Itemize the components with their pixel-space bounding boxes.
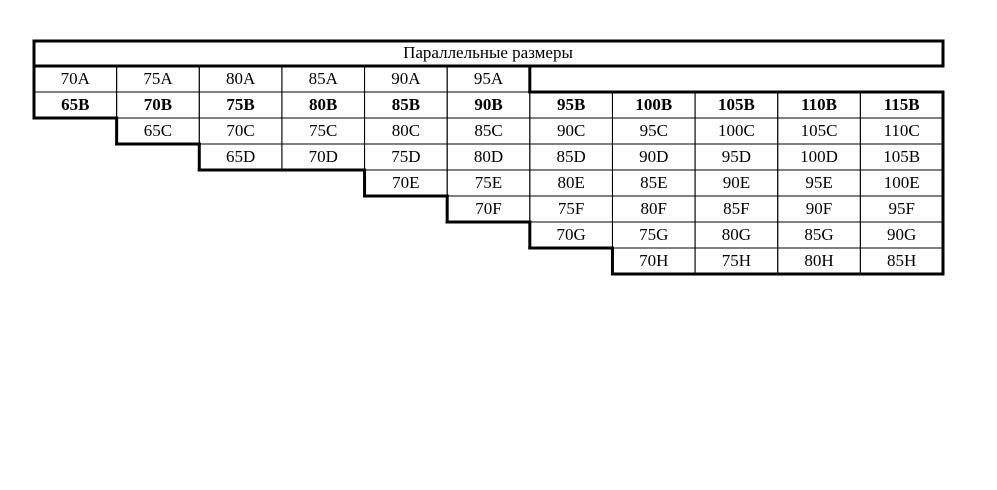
cell-text: 95D (722, 147, 751, 166)
cell-text: 80D (474, 147, 503, 166)
cell-text: 85D (556, 147, 585, 166)
cell-text: 70B (144, 95, 172, 114)
cell-text: 105B (883, 147, 920, 166)
cell-text: 80E (557, 173, 584, 192)
cell-text: 90D (639, 147, 668, 166)
cell-text: 95A (474, 69, 504, 88)
cell-text: 85H (887, 251, 916, 270)
cell-text: 70C (226, 121, 254, 140)
cell-text: 70A (61, 69, 91, 88)
cell-text: 100E (884, 173, 920, 192)
cell-text: 95C (640, 121, 668, 140)
cell-text: 80F (641, 199, 667, 218)
cell-text: 70G (556, 225, 585, 244)
cell-text: 90C (557, 121, 585, 140)
cell-text: 85C (474, 121, 502, 140)
cell-text: 65C (144, 121, 172, 140)
cell-text: 80G (722, 225, 751, 244)
cell-text: 70D (309, 147, 338, 166)
cell-text: 95E (805, 173, 832, 192)
table-title: Параллельные размеры (403, 43, 573, 62)
cell-text: 75H (722, 251, 751, 270)
cell-text: 115B (884, 95, 920, 114)
cell-text: 75D (391, 147, 420, 166)
cell-text: 75C (309, 121, 337, 140)
cell-text: 70F (475, 199, 501, 218)
cell-text: 85E (640, 173, 667, 192)
cell-text: 80B (309, 95, 337, 114)
cell-text: 90A (391, 69, 421, 88)
cell-text: 85A (309, 69, 339, 88)
cell-text: 100B (635, 95, 672, 114)
cell-text: 105B (718, 95, 755, 114)
cell-text: 90E (723, 173, 750, 192)
cell-text: 90B (474, 95, 502, 114)
cell-text: 90G (887, 225, 916, 244)
cell-text: 105C (801, 121, 838, 140)
cell-text: 95B (557, 95, 585, 114)
cell-text: 100C (718, 121, 755, 140)
cell-text: 110B (801, 95, 837, 114)
cell-text: 65D (226, 147, 255, 166)
cell-text: 80C (392, 121, 420, 140)
cell-text: 85G (804, 225, 833, 244)
cell-text: 80A (226, 69, 256, 88)
cell-text: 65B (61, 95, 89, 114)
cell-text: 75B (226, 95, 254, 114)
cell-text: 85F (723, 199, 749, 218)
cell-text: 110C (884, 121, 920, 140)
cell-text: 70E (392, 173, 419, 192)
cell-text: 100D (800, 147, 838, 166)
cell-text: 95F (888, 199, 914, 218)
cell-text: 75F (558, 199, 584, 218)
cell-text: 75A (143, 69, 173, 88)
cell-text: 90F (806, 199, 832, 218)
cell-text: 85B (392, 95, 420, 114)
cell-text: 75G (639, 225, 668, 244)
cell-text: 70H (639, 251, 668, 270)
cell-text: 80H (804, 251, 833, 270)
cell-text: 75E (475, 173, 502, 192)
